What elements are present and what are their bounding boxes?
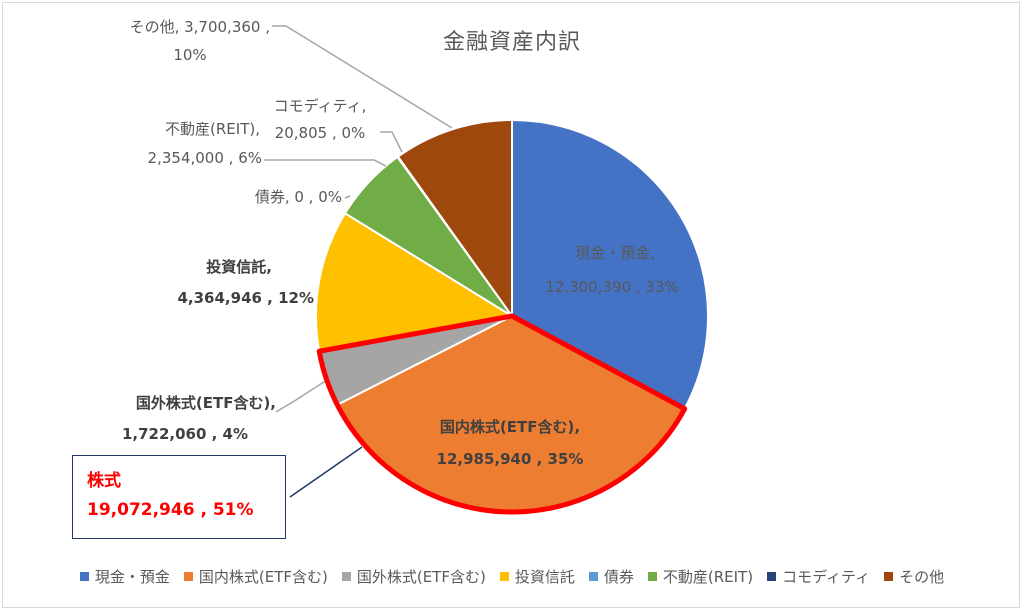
legend-item-3: 投資信託: [499, 566, 575, 587]
legend-label: 国外株式(ETF含む): [356, 568, 486, 586]
legend-item-6: コモディティ: [767, 566, 870, 587]
label-other-value: 10%: [173, 46, 207, 64]
chart-legend: 現金・預金 国内株式(ETF含む) 国外株式(ETF含む) 投資信託 債券 不動産(REI…: [0, 566, 1024, 587]
legend-item-2: 国外株式(ETF含む): [341, 566, 486, 587]
legend-label: 現金・預金: [94, 568, 170, 586]
label-domestic-name: 国内株式(ETF含む),: [439, 418, 581, 436]
label-cash-value: 12,300,390 , 33%: [545, 278, 679, 296]
legend-swatch: [183, 572, 193, 581]
callout-value: 19,072,946 , 51%: [87, 500, 254, 520]
label-foreign-name: 国外株式(ETF含む),: [135, 394, 276, 412]
pie-slice-0: [511, 118, 709, 411]
pie-slice-7: [396, 118, 513, 320]
legend-swatch: [499, 572, 509, 581]
label-fund-value: 4,364,946 , 12%: [177, 289, 314, 307]
reit-leader-line: [264, 159, 387, 167]
legend-swatch: [588, 572, 598, 581]
label-bond: 債券, 0 , 0%: [254, 188, 342, 206]
commodity-leader-line: [380, 131, 403, 153]
pie-slice-3: [315, 211, 515, 353]
legend-label: コモディティ: [782, 568, 871, 586]
label-foreign-value: 1,722,060 , 4%: [121, 425, 249, 443]
legend-item-7: その他: [884, 566, 944, 587]
chart-title: 金融資産内訳: [442, 30, 581, 55]
legend-item-4: 債券: [588, 566, 634, 587]
label-reit-name: 不動産(REIT),: [165, 120, 260, 138]
stock-highlight-outline: [316, 313, 688, 515]
callout-title: 株式: [87, 471, 121, 491]
legend-item-5: 不動産(REIT): [647, 566, 754, 587]
legend-label: その他: [899, 568, 945, 586]
label-fund-name: 投資信託,: [206, 258, 272, 276]
legend-label: 国内株式(ETF含む): [198, 568, 328, 586]
legend-swatch: [767, 572, 777, 581]
label-reit-value: 2,354,000 , 6%: [147, 149, 262, 167]
callout-leader-line: [289, 446, 363, 498]
foreign-leader-line: [275, 377, 331, 413]
stock-callout: 株式 19,072,946 , 51%: [72, 455, 286, 539]
legend-label: 投資信託: [514, 568, 575, 586]
label-other-name: その他, 3,700,360 ,: [129, 18, 270, 36]
legend-swatch: [884, 572, 894, 581]
other-leader-line: [272, 25, 453, 129]
label-domestic-value: 12,985,940 , 35%: [436, 450, 584, 468]
legend-swatch: [341, 572, 351, 581]
legend-swatch: [647, 572, 657, 581]
legend-label: 債券: [603, 568, 634, 586]
legend-item-1: 国内株式(ETF含む): [183, 566, 328, 587]
label-cash-name: 現金・預金,: [575, 244, 655, 262]
legend-label: 不動産(REIT): [662, 568, 754, 586]
legend-item-0: 現金・預金: [79, 566, 170, 587]
label-commodity-name: コモディティ,: [273, 97, 367, 115]
bond-leader-line: [344, 195, 351, 199]
label-commodity-value: 20,805 , 0%: [274, 124, 366, 142]
legend-swatch: [79, 572, 89, 581]
